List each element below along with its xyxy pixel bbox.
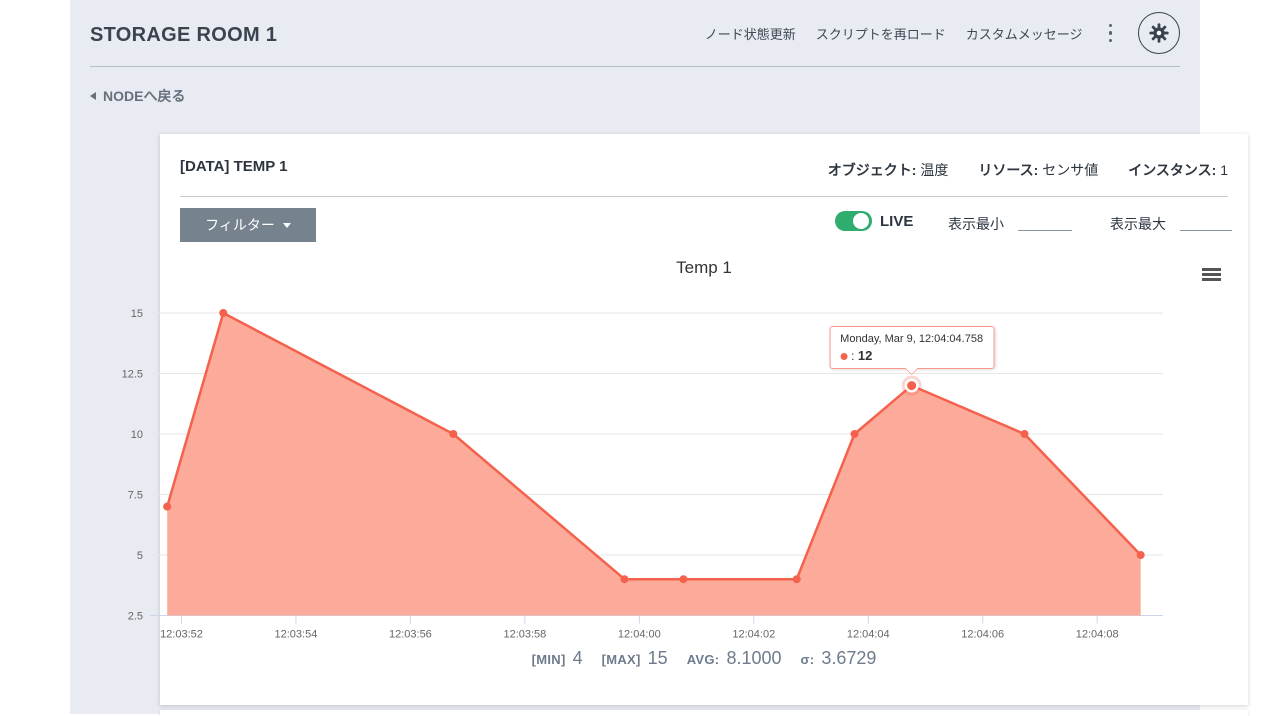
tooltip-timestamp: Monday, Mar 9, 12:04:04.758 — [840, 332, 984, 345]
header-divider — [90, 66, 1180, 67]
stats-bar: [MIN] 4 [MAX] 15 AVG: 8.1000 σ: 3.6729 — [160, 648, 1248, 669]
settings-button[interactable] — [1138, 12, 1180, 54]
display-max-input[interactable] — [1180, 210, 1232, 231]
toggle-knob — [853, 213, 869, 229]
filter-button-label: フィルター — [205, 217, 275, 233]
live-label: LIVE — [880, 213, 914, 230]
tooltip-value-row: : 12 — [840, 348, 983, 363]
display-min-label: 表示最小 — [948, 216, 1004, 232]
filter-button[interactable]: フィルター — [180, 208, 316, 242]
stat-avg-label: AVG: — [686, 652, 720, 667]
menu-node-status-update[interactable]: ノード状態更新 — [704, 26, 796, 42]
display-min-input[interactable] — [1018, 210, 1072, 231]
chart-title: Temp 1 — [676, 258, 732, 277]
meta-object: オブジェクト: 温度 — [827, 162, 949, 178]
menu-custom-message[interactable]: カスタムメッセージ — [965, 26, 1083, 42]
tooltip-value: 12 — [857, 347, 873, 363]
stat-max-value: 15 — [647, 648, 668, 668]
series-marker-icon — [840, 352, 848, 360]
stat-sigma-value: 3.6729 — [821, 648, 877, 668]
back-to-node-link[interactable]: NODEへ戻る — [90, 86, 185, 106]
left-triangle-icon — [90, 92, 96, 100]
chart-tooltip: Monday, Mar 9, 12:04:04.758 : 12 — [829, 325, 995, 369]
stat-sigma-label: σ: — [800, 652, 815, 667]
sensor-data-card: [DATA] TEMP 1 オブジェクト: 温度 リソース: センサ値 インスタ… — [160, 134, 1248, 705]
page-title: STORAGE ROOM 1 — [90, 24, 278, 46]
live-toggle[interactable] — [835, 211, 872, 231]
stat-min-value: 4 — [572, 648, 583, 668]
gear-icon — [1149, 23, 1169, 43]
caret-down-icon — [282, 222, 291, 228]
app-background: STORAGE ROOM 1 ノード状態更新 スクリプトを再ロード カスタムメッ… — [70, 0, 1248, 716]
stat-avg-value: 8.1000 — [726, 648, 782, 668]
card-title: [DATA] TEMP 1 — [180, 158, 288, 175]
meta-resource: リソース: センサ値 — [978, 162, 1099, 178]
meta-row: オブジェクト: 温度 リソース: センサ値 インスタンス: 1 — [828, 160, 1228, 180]
menu-reload-script[interactable]: スクリプトを再ロード — [815, 26, 946, 42]
card-divider — [180, 196, 1228, 197]
header-actions: ノード状態更新 スクリプトを再ロード カスタムメッセージ — [630, 0, 1180, 66]
next-card-top-edge — [160, 710, 1248, 716]
stat-max-label: [MAX] — [601, 652, 641, 667]
display-max-label: 表示最大 — [1110, 216, 1166, 232]
stat-min-label: [MIN] — [531, 652, 566, 667]
chart-export-menu-button[interactable] — [1200, 266, 1223, 283]
kebab-menu-icon[interactable] — [1103, 20, 1119, 47]
meta-instance: インスタンス: 1 — [1128, 162, 1228, 178]
back-link-label: NODEへ戻る — [103, 88, 186, 104]
